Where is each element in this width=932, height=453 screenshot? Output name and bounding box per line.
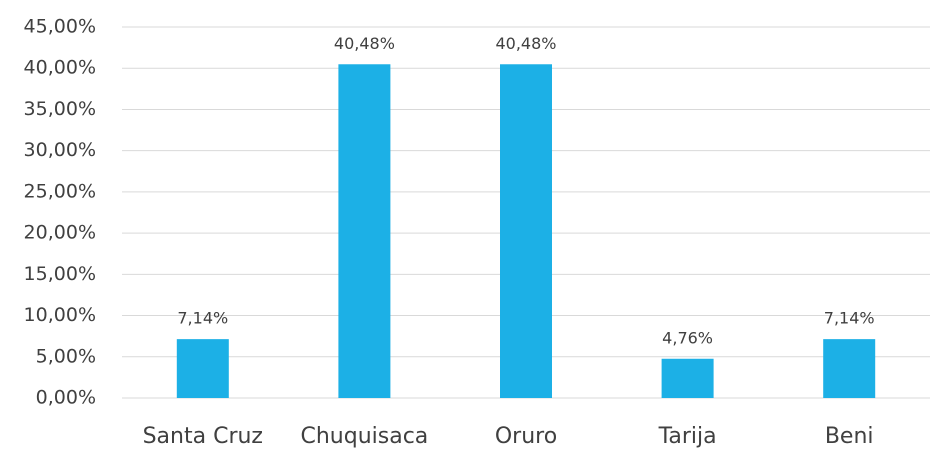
y-tick-label: 20,00% xyxy=(24,222,96,244)
y-tick-label: 25,00% xyxy=(24,180,96,202)
bar xyxy=(338,64,391,398)
x-tick-label: Oruro xyxy=(495,424,557,449)
y-tick-label: 0,00% xyxy=(36,387,96,409)
x-tick-label: Chuquisaca xyxy=(301,424,429,449)
bar xyxy=(500,64,552,398)
y-tick-label: 10,00% xyxy=(24,304,96,326)
y-tick-label: 40,00% xyxy=(24,57,96,79)
x-tick-label: Beni xyxy=(825,424,874,449)
x-tick-label: Tarija xyxy=(658,424,717,449)
data-label: 40,48% xyxy=(495,34,556,53)
y-tick-label: 35,00% xyxy=(24,98,96,120)
bar xyxy=(823,339,876,398)
data-label: 4,76% xyxy=(662,328,713,347)
data-label: 7,14% xyxy=(177,309,228,328)
x-tick-label: Santa Cruz xyxy=(143,424,263,449)
y-tick-label: 15,00% xyxy=(24,263,96,285)
bar xyxy=(176,339,229,398)
y-tick-label: 5,00% xyxy=(36,345,96,367)
y-tick-label: 30,00% xyxy=(24,139,96,161)
bar xyxy=(661,358,714,398)
data-label: 7,14% xyxy=(824,309,875,328)
y-tick-label: 45,00% xyxy=(24,16,96,38)
data-label: 40,48% xyxy=(334,34,395,53)
